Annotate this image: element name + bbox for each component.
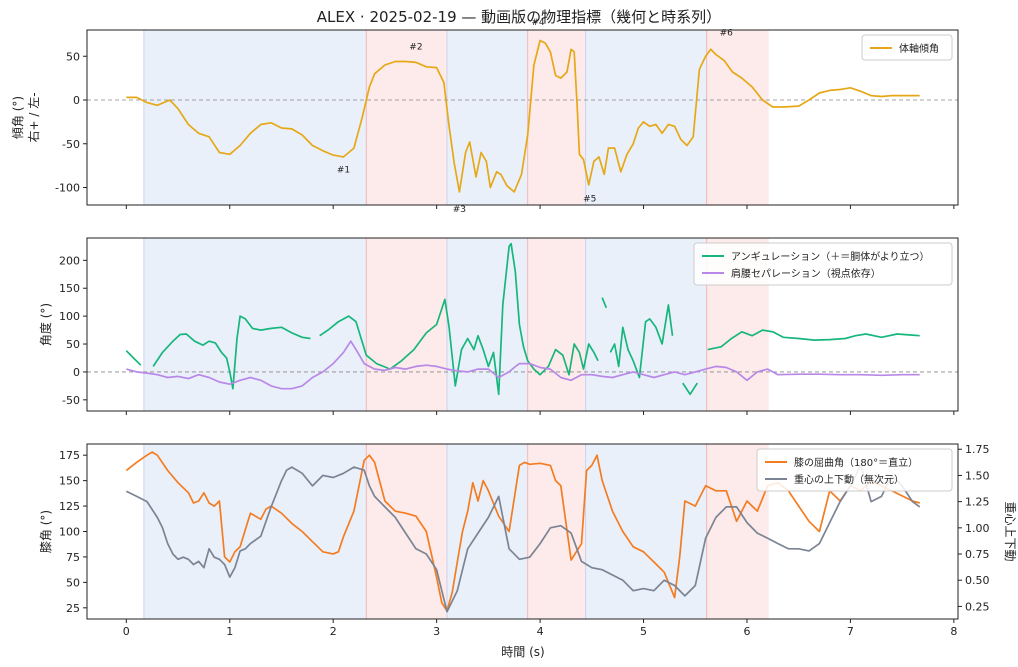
phase-band xyxy=(446,30,528,205)
y-axis-label: 膝角 (°) xyxy=(39,510,53,553)
annotation-label: #5 xyxy=(583,195,596,205)
x-tick-label: 1 xyxy=(226,625,233,638)
series-line-2 xyxy=(126,340,920,390)
annotation-label: #2 xyxy=(409,42,422,52)
x-axis-label: 時間 (s) xyxy=(501,645,544,659)
series-line-1 xyxy=(601,297,608,309)
phase-band xyxy=(527,30,586,205)
y-tick-label: 100 xyxy=(59,526,80,539)
y-tick-label-right: 1.50 xyxy=(965,469,990,482)
y-tick-label: 0 xyxy=(73,94,80,107)
panel-2: -50 0 50 100 150 200 角度 (°) アンギュレーション（＋＝胴体がより立つ… xyxy=(38,237,959,415)
legend: 体軸傾角 xyxy=(861,34,953,61)
y-tick-label-right: 0.50 xyxy=(965,574,990,587)
y-tick-label: 100 xyxy=(59,310,80,323)
figure-title: ALEX · 2025-02-19 — 動画版の物理指標（幾何と時系列） xyxy=(317,8,721,26)
x-tick-label: 8 xyxy=(950,625,957,638)
legend: 膝の屈曲角（180°＝直立） 重心の上下動（無次元） xyxy=(756,448,953,492)
phase-band xyxy=(706,30,769,205)
legend-box xyxy=(861,34,953,61)
y-tick-label: -50 xyxy=(62,394,80,407)
y-axis-label-sub: 右+ / 左- xyxy=(26,92,41,142)
series-lines xyxy=(125,451,921,613)
y-tick-label-right: 1.25 xyxy=(965,496,990,509)
phase-band xyxy=(366,238,447,411)
y-tick-label: 125 xyxy=(59,500,80,513)
phase-band xyxy=(446,444,528,619)
legend: アンギュレーション（＋＝胴体がより立つ） 肩腰セパレーション（視点依存） xyxy=(693,242,953,286)
legend-entry: 肩腰セパレーション（視点依存） xyxy=(731,267,881,280)
legend-entry: 体軸傾角 xyxy=(899,42,939,55)
y-tick-label-right: 0.75 xyxy=(965,548,990,561)
x-tick-label: 4 xyxy=(537,625,544,638)
y-tick-label: 50 xyxy=(66,50,80,63)
series-line-1 xyxy=(609,304,674,379)
y-tick-label: 150 xyxy=(59,475,80,488)
phase-band xyxy=(143,238,367,411)
annotation-label: #6 xyxy=(720,28,734,38)
x-tick-label: 5 xyxy=(640,625,647,638)
legend-entry: 重心の上下動（無次元） xyxy=(794,473,904,486)
y-tick-label-right: 0.25 xyxy=(965,600,990,613)
annotation-label: #1 xyxy=(337,166,350,176)
y-tick-label: 25 xyxy=(66,602,80,615)
series-line-1 xyxy=(125,451,920,612)
x-tick-label: 3 xyxy=(433,625,440,638)
y-tick-label: 50 xyxy=(66,338,80,351)
y-tick-label: 200 xyxy=(59,254,80,267)
y-axis-label-right: 重心上下動 xyxy=(1003,501,1017,561)
annotation-label: #4 xyxy=(531,18,545,28)
phase-band xyxy=(143,30,367,205)
series-line-1 xyxy=(152,315,311,390)
panel-3: 0 1 2 3 4 5 6 7 8 25 50 75 100 125 150 175 0.25 0.50 0.75 1… xyxy=(39,443,1017,638)
legend-box xyxy=(756,448,953,492)
series-line-2 xyxy=(125,464,921,613)
phase-band xyxy=(527,444,586,619)
y-axis-label: 角度 (°) xyxy=(38,303,53,346)
x-tick-label: 0 xyxy=(123,625,130,638)
legend-entry: アンギュレーション（＋＝胴体がより立つ） xyxy=(731,250,930,263)
series-line-1 xyxy=(707,329,920,351)
x-tick-label: 2 xyxy=(330,625,337,638)
phase-band xyxy=(143,444,367,619)
x-tick-label: 7 xyxy=(847,625,854,638)
y-tick-label: 175 xyxy=(59,449,80,462)
y-tick-label: -100 xyxy=(55,182,80,195)
y-tick-label: 150 xyxy=(59,282,80,295)
y-tick-label-right: 1.75 xyxy=(965,443,990,456)
phase-band xyxy=(585,30,707,205)
y-tick-label: 0 xyxy=(73,366,80,379)
legend-box xyxy=(693,242,953,286)
legend-entry: 膝の屈曲角（180°＝直立） xyxy=(794,456,918,469)
phase-band xyxy=(527,238,586,411)
y-tick-label: 75 xyxy=(66,551,80,564)
series-lines xyxy=(125,242,920,396)
series-lines xyxy=(126,39,920,193)
panel-1: #1 #2 #3 #4 #5 #6 -100 -50 0 50 傾角 (°) 右+ / 左- 体軸傾角 xyxy=(11,18,959,215)
series-line-1 xyxy=(682,382,699,396)
x-tick-label: 6 xyxy=(743,625,750,638)
series-line-1 xyxy=(125,350,142,366)
annotation-label: #3 xyxy=(453,205,466,215)
phase-band xyxy=(366,444,447,619)
y-tick-label-right: 1.00 xyxy=(965,522,990,535)
phase-band xyxy=(446,238,528,411)
y-tick-label: -50 xyxy=(62,138,80,151)
y-axis-label: 傾角 (°) xyxy=(11,96,25,139)
phase-band xyxy=(366,30,447,205)
series-line-1 xyxy=(319,242,599,396)
series-line-1 xyxy=(126,39,920,193)
y-tick-label: 50 xyxy=(66,576,80,589)
axes-frame xyxy=(86,29,959,206)
axes-frame xyxy=(86,237,959,412)
